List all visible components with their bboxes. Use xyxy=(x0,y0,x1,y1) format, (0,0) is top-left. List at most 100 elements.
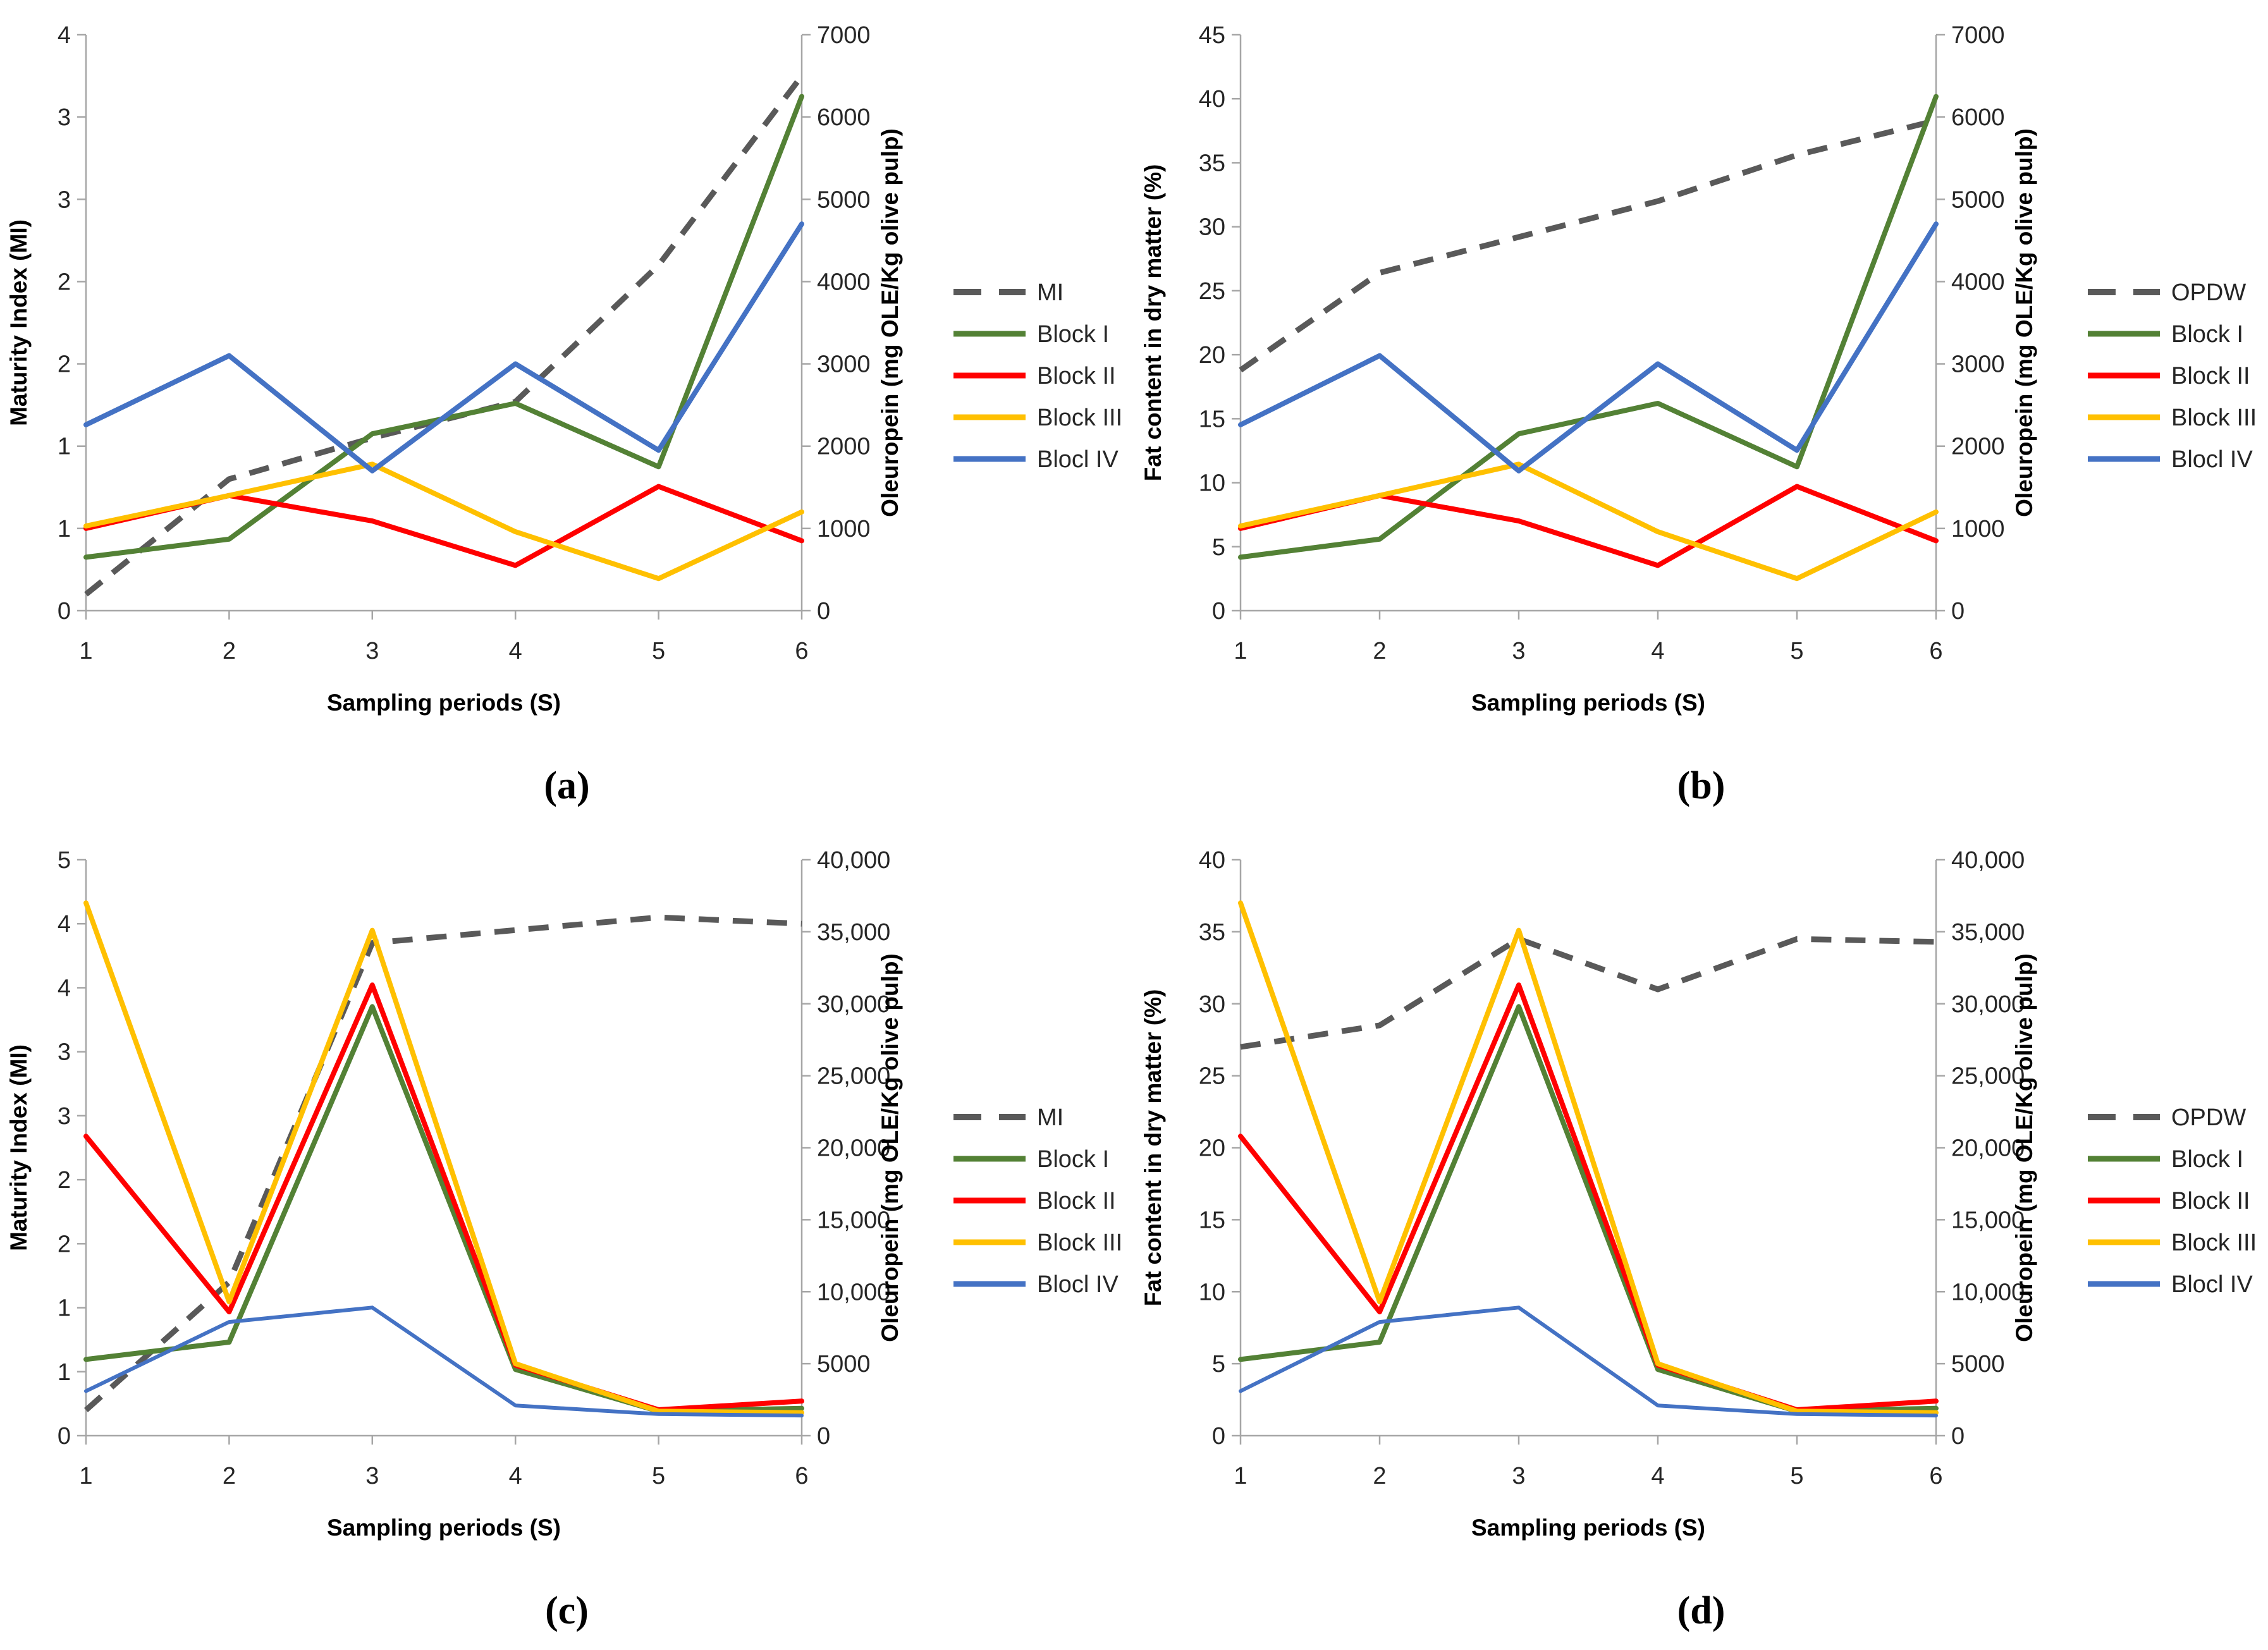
left-tick-label: 35 xyxy=(1199,150,1225,176)
x-tick-label: 4 xyxy=(509,1463,522,1489)
left-tick-label: 15 xyxy=(1199,406,1225,432)
legend-item-block-iii: Block III xyxy=(953,1230,1122,1256)
right-axis-title: Oleuropein (mg OLE/Kg olive pulp) xyxy=(2011,128,2037,517)
series-line-opdw xyxy=(1240,936,1937,1050)
left-axis-title: Fat content in dry matter (%) xyxy=(1140,989,1166,1307)
caption-a: (a) xyxy=(544,764,590,807)
x-tick-label: 6 xyxy=(1929,638,1942,664)
series-line-block-ii xyxy=(1238,982,1939,1412)
legend-label-block-ii: Block II xyxy=(1037,363,1116,389)
series-line-blocl-iv xyxy=(1238,221,1939,474)
legend-label-block-iii: Block III xyxy=(1037,1230,1122,1256)
left-tick-label: 1 xyxy=(58,1295,71,1322)
legend-item-blocl-iv: Blocl IV xyxy=(2088,1271,2253,1298)
legend-label-block-iii: Block III xyxy=(1037,405,1122,431)
right-tick-label: 30,000 xyxy=(1951,991,2025,1018)
x-tick-label: 4 xyxy=(1651,638,1664,664)
right-tick-label: 1000 xyxy=(1951,516,2005,542)
right-tick-label: 40,000 xyxy=(817,847,890,874)
legend-item-blocl-iv: Blocl IV xyxy=(953,1271,1119,1298)
legend-label-opdw: OPDW xyxy=(2171,279,2246,306)
x-tick-label: 3 xyxy=(365,638,379,664)
left-tick-label: 3 xyxy=(58,1039,71,1066)
legend-item-mi: MI xyxy=(953,1104,1064,1131)
chart-svg-d: 05101520253035400500010,00015,00020,0002… xyxy=(1140,847,2257,1541)
left-tick-label: 3 xyxy=(58,104,71,131)
right-tick-label: 5000 xyxy=(1951,1351,2005,1378)
series-line-block-i xyxy=(83,94,804,560)
x-tick-label: 2 xyxy=(223,1463,236,1489)
left-tick-label: 20 xyxy=(1199,1135,1225,1162)
right-tick-label: 7000 xyxy=(817,22,871,49)
legend-label-mi: MI xyxy=(1037,1104,1064,1131)
left-tick-label: 1 xyxy=(58,516,71,542)
right-tick-label: 25,000 xyxy=(1951,1063,2025,1090)
legend-label-blocl-iv: Blocl IV xyxy=(1037,1271,1119,1298)
right-tick-label: 5000 xyxy=(817,1351,871,1378)
left-tick-label: 3 xyxy=(58,1103,71,1130)
left-axis-title: Maturity Index (MI) xyxy=(6,1044,32,1251)
left-tick-label: 5 xyxy=(1212,534,1225,561)
x-tick-label: 4 xyxy=(1651,1463,1664,1489)
legend-item-block-i: Block I xyxy=(2088,1146,2243,1173)
right-tick-label: 4000 xyxy=(817,269,871,295)
series-line-block-iii xyxy=(1238,900,1939,1415)
legend-item-block-iii: Block III xyxy=(2088,1230,2257,1256)
legend-item-block-iii: Block III xyxy=(2088,405,2257,431)
x-tick-label: 6 xyxy=(795,1463,808,1489)
chart-panel-c: 0 1 1 2 2 3 3 4 4 5 0 5000 10,000 15,000 20,000 25,000 3… xyxy=(0,825,1134,1650)
right-axis-title: Oleuropein (mg OLE/Kg olive pulp) xyxy=(877,953,903,1342)
right-tick-label: 2000 xyxy=(1951,434,2005,460)
left-tick-label: 0 xyxy=(1212,1423,1225,1450)
series-line-block-iii xyxy=(83,461,804,582)
legend-item-opdw: OPDW xyxy=(2088,1104,2246,1131)
right-tick-label: 10,000 xyxy=(1951,1279,2025,1305)
right-tick-label: 15,000 xyxy=(817,1207,890,1233)
right-tick-label: 10,000 xyxy=(817,1279,890,1305)
series-line-block-ii xyxy=(83,982,804,1412)
caption-b: (b) xyxy=(1677,764,1726,807)
legend-label-block-ii: Block II xyxy=(2171,1188,2250,1214)
legend-label-mi: MI xyxy=(1037,279,1064,306)
left-tick-label: 0 xyxy=(1212,598,1225,625)
left-tick-label: 4 xyxy=(58,22,71,49)
left-tick-label: 2 xyxy=(58,1231,71,1257)
right-axis-title: Oleuropein (mg OLE/Kg olive pulp) xyxy=(877,128,903,517)
legend-label-block-i: Block I xyxy=(1037,321,1109,348)
legend-item-block-i: Block I xyxy=(2088,321,2243,348)
right-tick-label: 4000 xyxy=(1951,269,2005,295)
series-line-block-i xyxy=(1238,94,1939,560)
x-axis-title: Sampling periods (S) xyxy=(327,1515,561,1541)
series-line-mi xyxy=(84,74,804,597)
left-tick-label: 40 xyxy=(1199,847,1225,874)
legend-label-block-ii: Block II xyxy=(1037,1188,1116,1214)
right-tick-label: 7000 xyxy=(1951,22,2005,49)
left-tick-label: 3 xyxy=(58,186,71,213)
left-tick-label: 40 xyxy=(1199,86,1225,113)
legend-item-block-iii: Block III xyxy=(953,405,1122,431)
x-axis-title: Sampling periods (S) xyxy=(1471,690,1705,716)
x-tick-label: 1 xyxy=(79,1463,92,1489)
x-tick-label: 5 xyxy=(1790,1463,1803,1489)
left-tick-label: 0 xyxy=(58,598,71,625)
legend-item-opdw: OPDW xyxy=(2088,279,2246,306)
right-tick-label: 3000 xyxy=(1951,351,2005,378)
left-tick-label: 1 xyxy=(58,1359,71,1386)
legend-label-block-iii: Block III xyxy=(2171,1230,2257,1256)
right-tick-label: 1000 xyxy=(817,516,871,542)
left-tick-label: 45 xyxy=(1199,22,1225,49)
legend-label-blocl-iv: Blocl IV xyxy=(2171,1271,2253,1298)
right-tick-label: 5000 xyxy=(1951,186,2005,213)
x-tick-label: 3 xyxy=(1512,1463,1525,1489)
x-tick-label: 5 xyxy=(652,1463,665,1489)
left-tick-label: 20 xyxy=(1199,342,1225,369)
series-line-block-iii xyxy=(1238,461,1939,582)
legend-item-block-ii: Block II xyxy=(2088,1188,2250,1214)
chart-svg-c: 01122334450500010,00015,00020,00025,0003… xyxy=(6,847,1122,1541)
series-line-blocl-iv xyxy=(84,1305,804,1418)
left-tick-label: 1 xyxy=(58,434,71,460)
left-axis-title: Fat content in dry matter (%) xyxy=(1140,164,1166,482)
right-tick-label: 40,000 xyxy=(1951,847,2025,874)
left-tick-label: 0 xyxy=(58,1423,71,1450)
legend-label-blocl-iv: Blocl IV xyxy=(2171,446,2253,473)
